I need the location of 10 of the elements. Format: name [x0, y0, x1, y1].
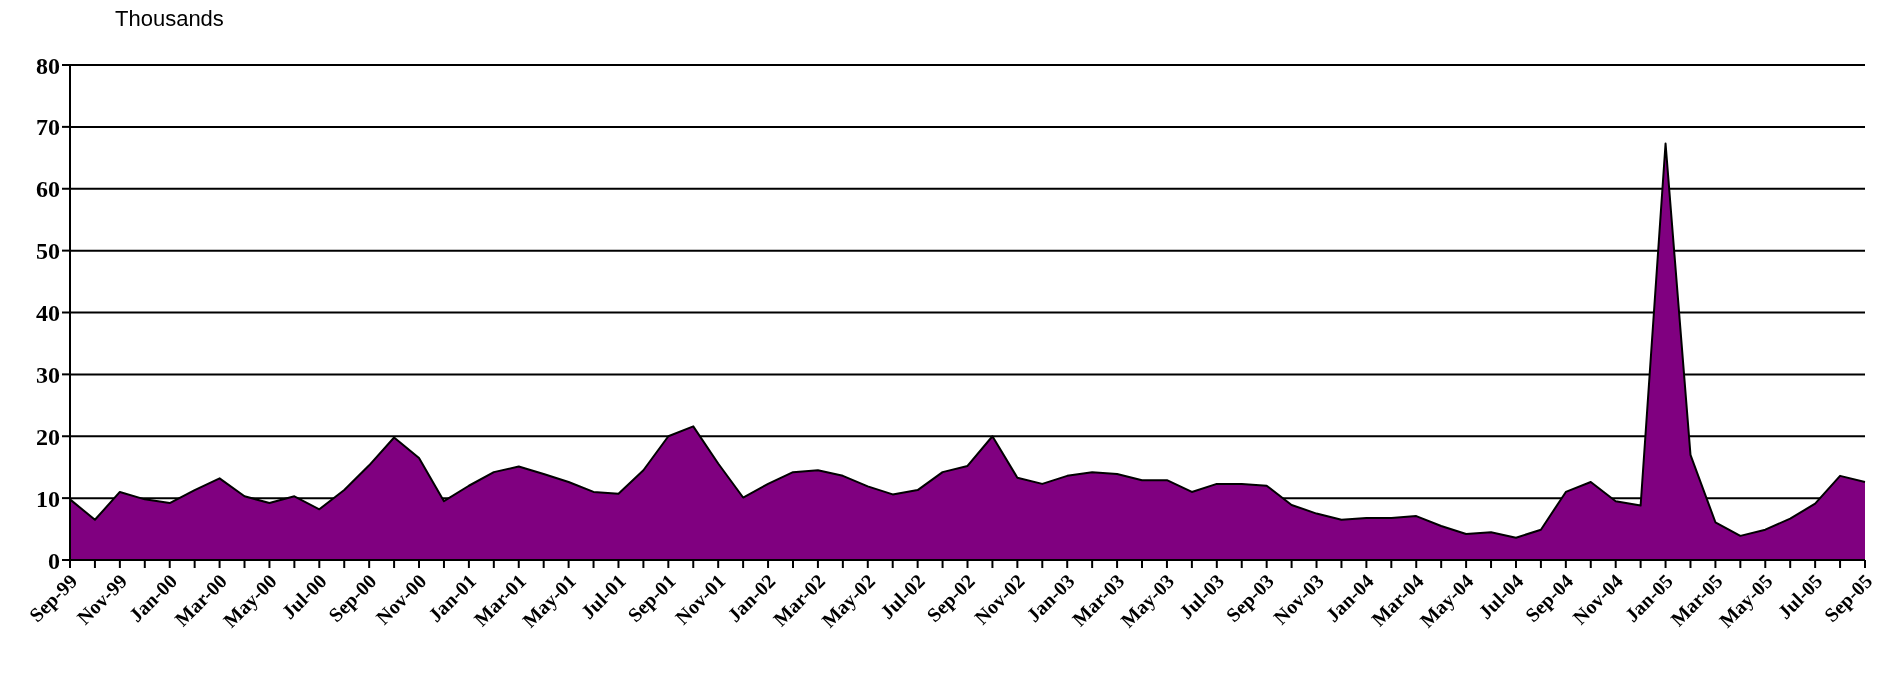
y-tick-label: 10: [36, 485, 60, 512]
y-tick-label: 30: [36, 361, 60, 388]
y-tick-label: 50: [36, 238, 60, 265]
y-tick-label: 40: [36, 300, 60, 327]
y-tick-label: 0: [48, 547, 60, 574]
y-tick-label: 70: [36, 114, 60, 141]
y-tick-label: 20: [36, 423, 60, 450]
y-tick-label: 60: [36, 176, 60, 203]
y-axis-title: Thousands: [115, 6, 224, 32]
y-tick-label: 80: [36, 52, 60, 79]
